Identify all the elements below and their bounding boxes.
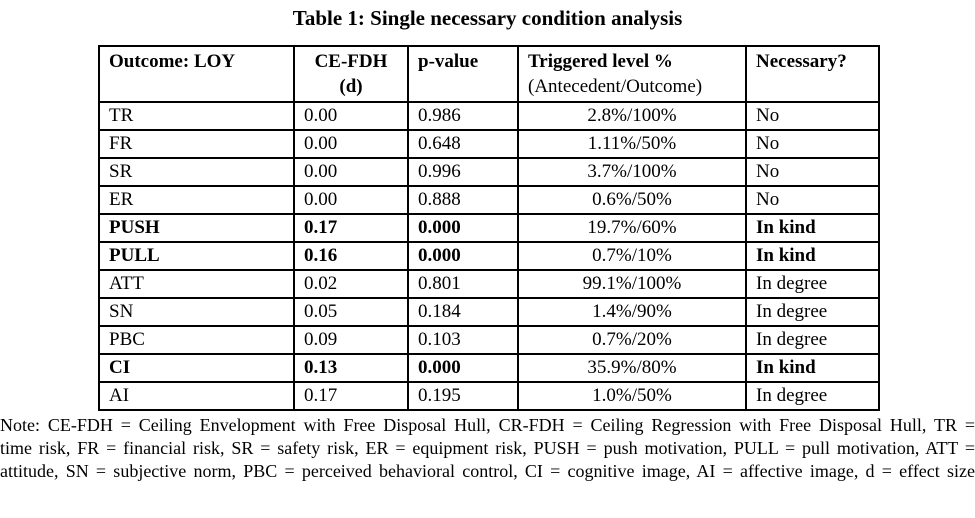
cell-triggered: 99.1%/100% — [517, 269, 747, 299]
table-row: FR 0.00 0.648 1.11%/50% No — [98, 129, 880, 159]
note-line: attitude, SN = subjective norm, PBC = pe… — [0, 461, 975, 481]
analysis-table: Outcome: LOY CE-FDH (d) p-value Triggere… — [98, 45, 880, 411]
note-text: Note: CE-FDH = Ceiling Envelopment with … — [0, 414, 975, 483]
cell-p-value: 0.184 — [407, 297, 519, 327]
table-row: AI 0.17 0.195 1.0%/50% In degree — [98, 381, 880, 411]
cell-outcome: FR — [98, 129, 295, 159]
cell-p-value: 0.000 — [407, 213, 519, 243]
cell-triggered: 2.8%/100% — [517, 101, 747, 131]
cell-triggered: 1.0%/50% — [517, 381, 747, 411]
triggered-sublabel: (Antecedent/Outcome) — [528, 76, 703, 97]
cell-necessary: In kind — [745, 353, 880, 383]
note-line: time risk, FR = financial risk, SR = saf… — [0, 438, 975, 458]
triggered-label: Triggered level % — [528, 51, 673, 72]
table-row: PBC 0.09 0.103 0.7%/20% In degree — [98, 325, 880, 355]
cell-triggered: 3.7%/100% — [517, 157, 747, 187]
cell-ce-fdh: 0.05 — [293, 297, 409, 327]
cell-outcome: SN — [98, 297, 295, 327]
cell-p-value: 0.888 — [407, 185, 519, 215]
note-line: Note: CE-FDH = Ceiling Envelopment with … — [0, 415, 975, 435]
cell-outcome: ER — [98, 185, 295, 215]
cell-necessary: In kind — [745, 241, 880, 271]
cell-ce-fdh: 0.00 — [293, 157, 409, 187]
header-row: Outcome: LOY CE-FDH (d) p-value Triggere… — [98, 45, 880, 103]
cell-triggered: 0.6%/50% — [517, 185, 747, 215]
cell-triggered: 0.7%/20% — [517, 325, 747, 355]
cell-necessary: No — [745, 129, 880, 159]
cell-triggered: 1.4%/90% — [517, 297, 747, 327]
cell-p-value: 0.103 — [407, 325, 519, 355]
cell-p-value: 0.000 — [407, 241, 519, 271]
cell-outcome: TR — [98, 101, 295, 131]
table-title: Table 1: Single necessary condition anal… — [292, 6, 683, 30]
cell-outcome: CI — [98, 353, 295, 383]
cell-outcome: PULL — [98, 241, 295, 271]
cell-necessary: No — [745, 101, 880, 131]
col-header-triggered: Triggered level % (Antecedent/Outcome) — [517, 45, 747, 103]
cell-necessary: In degree — [745, 325, 880, 355]
cell-triggered: 0.7%/10% — [517, 241, 747, 271]
col-header-outcome: Outcome: LOY — [98, 45, 295, 103]
cell-necessary: In degree — [745, 381, 880, 411]
cell-p-value: 0.648 — [407, 129, 519, 159]
col-header-ce-fdh: CE-FDH (d) — [293, 45, 409, 103]
cell-necessary: No — [745, 157, 880, 187]
cell-ce-fdh: 0.02 — [293, 269, 409, 299]
cell-p-value: 0.986 — [407, 101, 519, 131]
cell-ce-fdh: 0.17 — [293, 213, 409, 243]
table-row: CI 0.13 0.000 35.9%/80% In kind — [98, 353, 880, 383]
cell-p-value: 0.801 — [407, 269, 519, 299]
ce-fdh-unit: (d) — [339, 76, 363, 97]
cell-necessary: No — [745, 185, 880, 215]
cell-outcome: PUSH — [98, 213, 295, 243]
cell-p-value: 0.000 — [407, 353, 519, 383]
cell-necessary: In kind — [745, 213, 880, 243]
cell-necessary: In degree — [745, 269, 880, 299]
cell-ce-fdh: 0.16 — [293, 241, 409, 271]
table-row: TR 0.00 0.986 2.8%/100% No — [98, 101, 880, 131]
table-row: SR 0.00 0.996 3.7%/100% No — [98, 157, 880, 187]
col-header-necessary: Necessary? — [745, 45, 880, 103]
cell-ce-fdh: 0.00 — [293, 185, 409, 215]
table-row: PUSH 0.17 0.000 19.7%/60% In kind — [98, 213, 880, 243]
cell-triggered: 1.11%/50% — [517, 129, 747, 159]
cell-ce-fdh: 0.13 — [293, 353, 409, 383]
table-row: ER 0.00 0.888 0.6%/50% No — [98, 185, 880, 215]
cell-ce-fdh: 0.17 — [293, 381, 409, 411]
cell-ce-fdh: 0.00 — [293, 101, 409, 131]
cell-triggered: 35.9%/80% — [517, 353, 747, 383]
cell-outcome: ATT — [98, 269, 295, 299]
table-row: PULL 0.16 0.000 0.7%/10% In kind — [98, 241, 880, 271]
table-row: ATT 0.02 0.801 99.1%/100% In degree — [98, 269, 880, 299]
col-header-p-value: p-value — [407, 45, 519, 103]
cell-p-value: 0.996 — [407, 157, 519, 187]
cell-outcome: SR — [98, 157, 295, 187]
cell-p-value: 0.195 — [407, 381, 519, 411]
ce-fdh-label: CE-FDH — [314, 51, 388, 72]
cell-necessary: In degree — [745, 297, 880, 327]
cell-ce-fdh: 0.09 — [293, 325, 409, 355]
cell-ce-fdh: 0.00 — [293, 129, 409, 159]
cell-triggered: 19.7%/60% — [517, 213, 747, 243]
cell-outcome: PBC — [98, 325, 295, 355]
table-row: SN 0.05 0.184 1.4%/90% In degree — [98, 297, 880, 327]
cell-outcome: AI — [98, 381, 295, 411]
